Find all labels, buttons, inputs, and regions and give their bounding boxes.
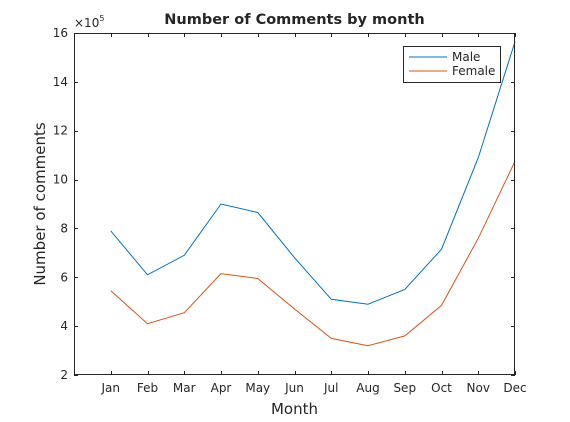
x-tick-label-feb: Feb [137,381,158,395]
series-line-male [110,41,516,305]
legend-label-female: Female [452,64,495,78]
plot-area [74,33,515,375]
y-axis-label: Number of comments [31,122,49,286]
legend-box [403,46,501,83]
chart-title: Number of Comments by month [164,12,424,28]
x-tick-label-mar: Mar [173,381,196,395]
x-tick-label-jun: Jun [284,381,304,395]
x-tick-label-sep: Sep [393,381,416,395]
legend-label-male: Male [452,50,480,64]
x-tick-label-aug: Aug [356,381,379,395]
axes-layer [74,33,515,375]
x-tick-label-dec: Dec [503,381,526,395]
x-tick-label-apr: Apr [211,381,232,395]
series-layer [110,41,516,347]
x-tick-label-may: May [245,381,270,395]
y-axis-exponent-base: ×10 [74,16,99,30]
y-axis-exponent: ×105 [74,14,104,30]
x-tick-label-jan: Jan [101,381,121,395]
y-tick-label-16: 16 [53,26,68,40]
y-axis-exponent-power: 5 [99,14,104,23]
y-tick-label-2: 2 [60,368,68,382]
y-tick-label-14: 14 [53,75,68,89]
y-tick-label-12: 12 [53,124,68,138]
y-tick-label-10: 10 [53,173,68,187]
x-tick-label-jul: Jul [323,381,338,395]
ticks-layer: Jan Feb Mar Apr May Jun Jul Aug Sep Oct Nov Dec 2 4 6 8… [53,26,527,395]
x-axis-label: Month [271,400,318,418]
x-tick-label-oct: Oct [431,381,452,395]
y-tick-label-4: 4 [60,319,68,333]
series-line-female [110,161,516,347]
axes-box [74,33,515,375]
x-tick-label-nov: Nov [467,381,490,395]
y-tick-label-6: 6 [60,270,68,284]
y-tick-label-8: 8 [60,221,68,235]
